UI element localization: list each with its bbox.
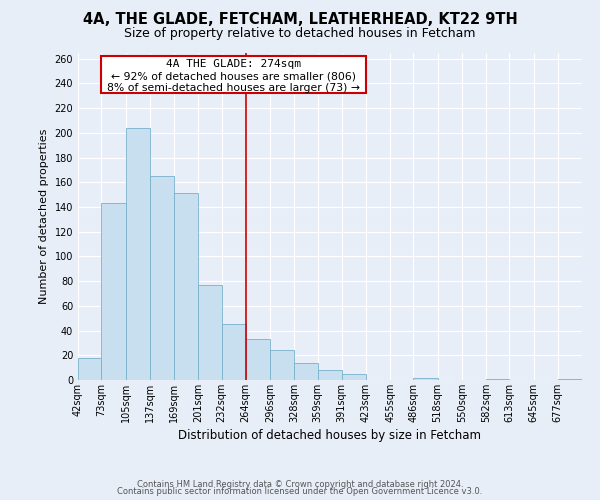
Bar <box>78 358 101 380</box>
Bar <box>486 379 509 380</box>
Bar <box>198 285 221 380</box>
Bar <box>174 194 198 380</box>
Text: 8% of semi-detached houses are larger (73) →: 8% of semi-detached houses are larger (7… <box>107 84 360 94</box>
Bar <box>101 56 366 94</box>
X-axis label: Distribution of detached houses by size in Fetcham: Distribution of detached houses by size … <box>179 429 482 442</box>
Text: Size of property relative to detached houses in Fetcham: Size of property relative to detached ho… <box>124 28 476 40</box>
Bar <box>317 370 342 380</box>
Text: ← 92% of detached houses are smaller (806): ← 92% of detached houses are smaller (80… <box>111 71 356 81</box>
Bar <box>125 128 150 380</box>
Bar <box>246 339 270 380</box>
Bar <box>221 324 246 380</box>
Text: 4A THE GLADE: 274sqm: 4A THE GLADE: 274sqm <box>166 58 301 68</box>
Bar <box>150 176 174 380</box>
Bar <box>413 378 437 380</box>
Text: Contains HM Land Registry data © Crown copyright and database right 2024.: Contains HM Land Registry data © Crown c… <box>137 480 463 489</box>
Y-axis label: Number of detached properties: Number of detached properties <box>39 128 49 304</box>
Bar <box>558 379 582 380</box>
Bar <box>101 204 125 380</box>
Bar <box>294 362 317 380</box>
Bar <box>342 374 366 380</box>
Text: 4A, THE GLADE, FETCHAM, LEATHERHEAD, KT22 9TH: 4A, THE GLADE, FETCHAM, LEATHERHEAD, KT2… <box>83 12 517 28</box>
Bar <box>270 350 294 380</box>
Text: Contains public sector information licensed under the Open Government Licence v3: Contains public sector information licen… <box>118 487 482 496</box>
